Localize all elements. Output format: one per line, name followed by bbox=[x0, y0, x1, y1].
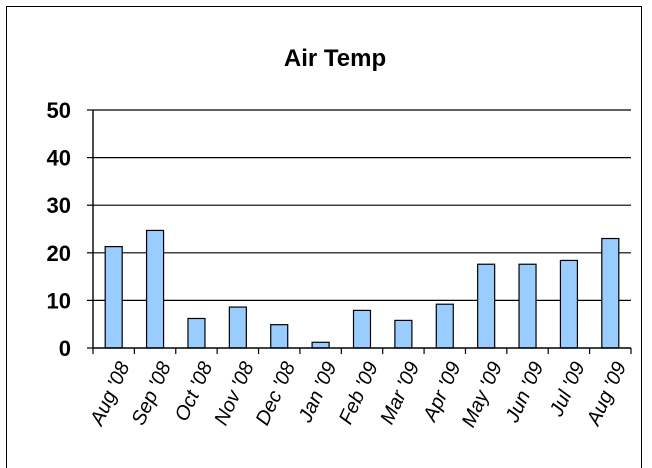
chart-frame bbox=[6, 6, 642, 468]
gridlines bbox=[93, 109, 631, 301]
y-tick-label: 0 bbox=[59, 336, 71, 361]
x-tick-label: Mar '09 bbox=[376, 359, 424, 428]
x-tick-label: Feb '09 bbox=[335, 359, 383, 428]
y-tick-label: 30 bbox=[47, 193, 71, 218]
x-tick-label: Sep '08 bbox=[128, 359, 176, 429]
bar bbox=[518, 263, 537, 349]
bar bbox=[601, 237, 620, 349]
bar bbox=[477, 263, 496, 349]
axes bbox=[87, 109, 632, 354]
bars bbox=[104, 229, 620, 349]
bar bbox=[311, 341, 330, 349]
bar bbox=[352, 309, 372, 349]
x-tick-label: Jun '09 bbox=[501, 359, 548, 427]
y-tick-label: 20 bbox=[47, 241, 71, 266]
x-tick-label: Dec '08 bbox=[252, 359, 300, 429]
bar bbox=[187, 317, 206, 349]
x-tick-label: Oct '08 bbox=[171, 359, 217, 425]
y-tick-label: 50 bbox=[47, 98, 71, 123]
bar bbox=[270, 324, 289, 349]
x-tick-label: Apr '09 bbox=[419, 359, 466, 426]
bar bbox=[228, 306, 247, 349]
bar bbox=[145, 229, 165, 349]
bar bbox=[559, 259, 579, 349]
bar bbox=[394, 319, 413, 349]
x-tick-label: Aug '09 bbox=[582, 359, 631, 430]
chart-title: Air Temp bbox=[284, 45, 386, 72]
bar bbox=[435, 303, 454, 349]
bar bbox=[104, 246, 123, 349]
y-tick-labels: 0 10 20 30 40 50 bbox=[47, 98, 71, 361]
y-tick-label: 40 bbox=[47, 146, 71, 171]
x-tick-label: Jan '09 bbox=[294, 359, 341, 427]
x-tick-label: May '09 bbox=[458, 359, 507, 431]
y-tick-label: 10 bbox=[47, 288, 71, 313]
x-tick-label: Jul '09 bbox=[545, 359, 590, 421]
